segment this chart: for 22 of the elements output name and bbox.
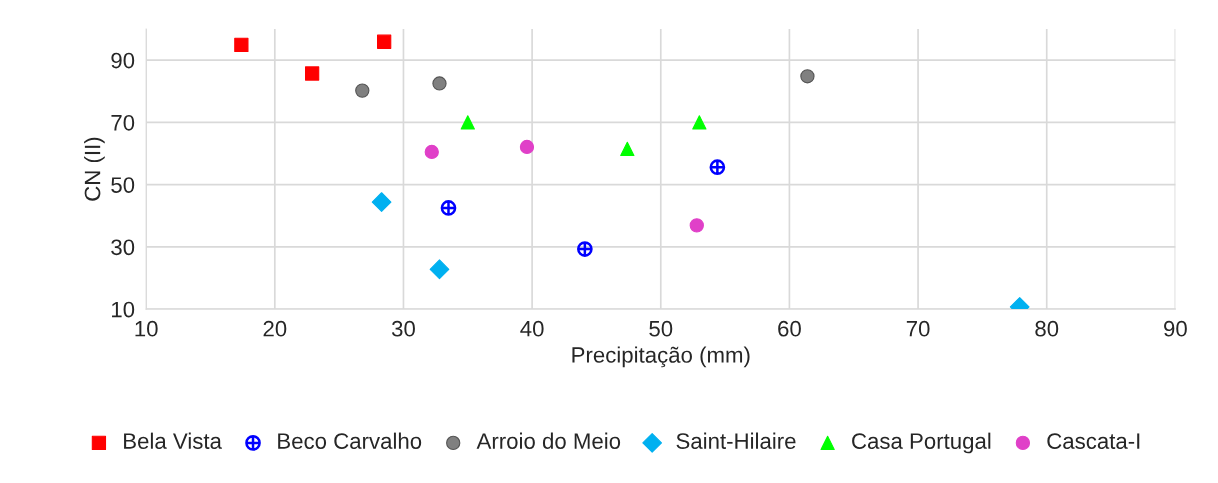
x-tick-label: 60 — [778, 320, 801, 337]
x-tick-label: 70 — [906, 320, 930, 337]
x-tick-label: 20 — [263, 320, 287, 337]
x-tick-label: 40 — [520, 320, 544, 337]
y-tick-label: 50 — [111, 177, 135, 193]
y-axis-title: CN (II) — [84, 137, 105, 201]
x-axis-title: Precipitação (mm) — [572, 346, 750, 368]
x-tick-label: 90 — [1164, 320, 1187, 337]
x-tick-label: 50 — [649, 320, 673, 337]
x-tick-label: 10 — [135, 320, 158, 337]
legend-label: Bela Vista — [124, 432, 222, 449]
y-tick-label: 90 — [111, 52, 135, 69]
legend-label: Cascata-I — [1047, 433, 1140, 449]
legend-label: Saint-Hilaire — [676, 432, 796, 449]
y-tick-label: 30 — [111, 239, 135, 256]
legend-label: Casa Portugal — [852, 432, 991, 454]
legend-label: Arroio do Meio — [476, 432, 621, 449]
legend-label: Beco Carvalho — [278, 432, 422, 449]
y-tick-label: 10 — [112, 301, 135, 318]
x-tick-label: 80 — [1035, 320, 1059, 337]
y-tick-label: 70 — [111, 114, 135, 131]
x-tick-label: 30 — [391, 320, 415, 337]
